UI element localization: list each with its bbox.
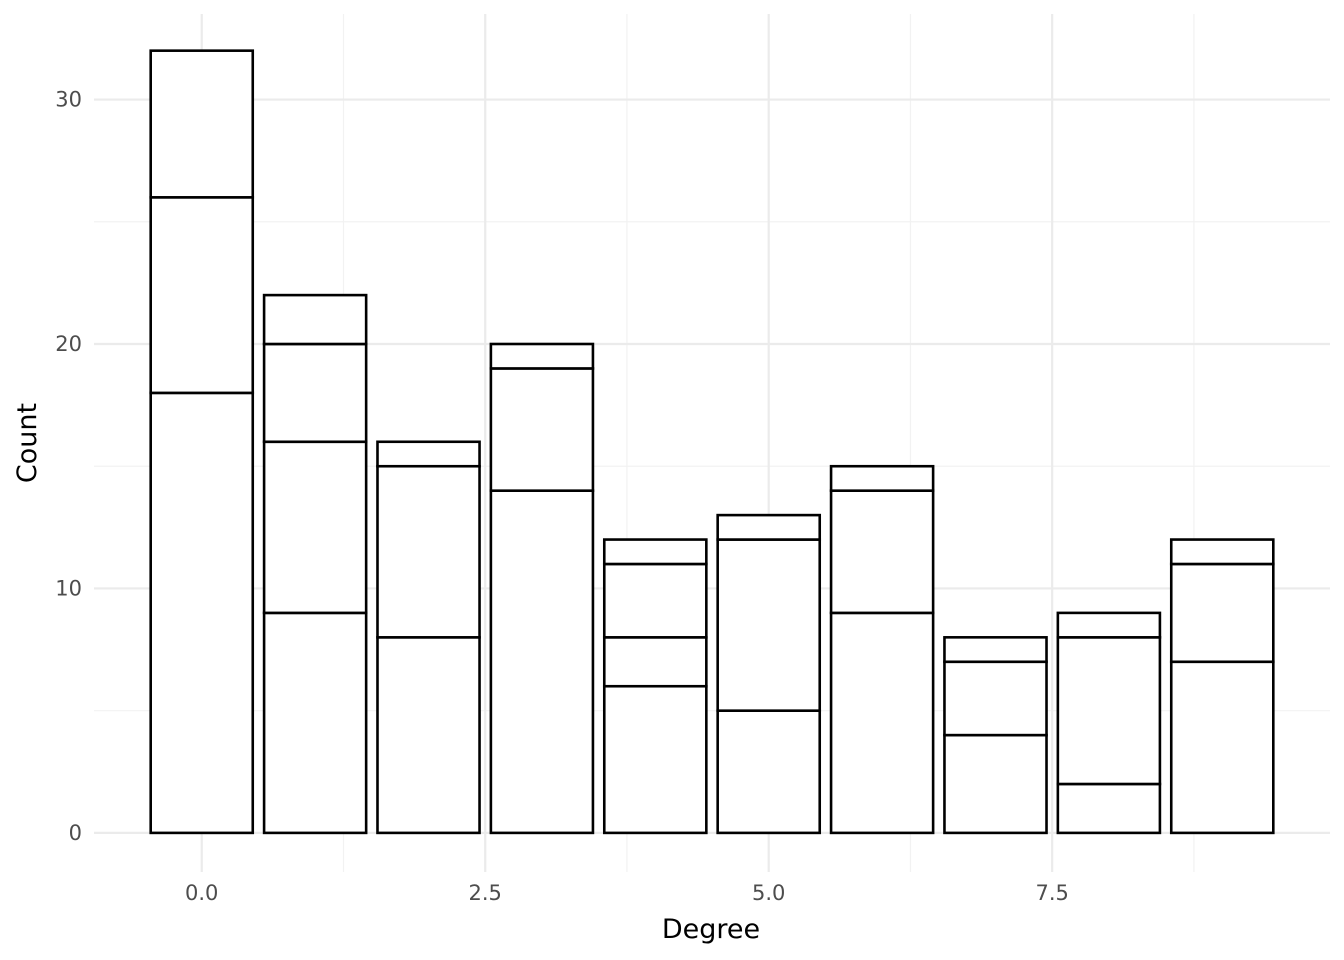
bar-segment <box>716 513 822 541</box>
tick-labels: 0.0 2.5 5.0 7.5 0 10 20 30 <box>55 88 1069 905</box>
bar-segment <box>1169 538 1275 566</box>
bar-segment <box>1056 636 1162 786</box>
bar-segment <box>262 611 368 835</box>
bar-segment <box>262 293 368 346</box>
bar-segment <box>943 636 1048 664</box>
bar-segment <box>602 538 708 566</box>
y-axis-title: Count <box>12 403 43 483</box>
y-tick-label: 10 <box>55 576 82 600</box>
bar-segment <box>1056 611 1162 639</box>
bar-segment <box>149 391 255 835</box>
bar-segment <box>262 440 368 615</box>
bar-segment <box>829 464 935 492</box>
bar-segment <box>489 342 595 370</box>
bar-segment <box>716 538 822 712</box>
y-tick-label: 0 <box>69 821 82 845</box>
bar-segment <box>943 660 1048 737</box>
bar-segment <box>149 49 255 199</box>
bar-segment <box>943 733 1048 835</box>
bars <box>149 49 1275 835</box>
bar-segment <box>602 636 708 688</box>
bar-segment <box>829 489 935 615</box>
bar-segment <box>489 489 595 835</box>
x-tick-label: 0.0 <box>185 881 218 905</box>
bar-segment <box>1056 782 1162 835</box>
bar-segment <box>376 636 481 835</box>
bar-segment <box>1169 562 1275 664</box>
bar-segment <box>829 611 935 835</box>
y-tick-label: 30 <box>55 88 82 112</box>
x-axis-title: Degree <box>662 914 760 945</box>
x-tick-label: 5.0 <box>752 881 785 905</box>
y-tick-label: 20 <box>55 332 82 356</box>
bar-segment <box>716 709 822 835</box>
x-tick-label: 2.5 <box>469 881 502 905</box>
bar-segment <box>262 342 368 444</box>
bar-segment <box>602 562 708 639</box>
bar-segment <box>1169 660 1275 835</box>
bar-segment <box>376 464 481 639</box>
bar-segment <box>149 196 255 395</box>
bar-segment <box>376 440 481 468</box>
bar-segment <box>602 684 708 835</box>
x-tick-label: 7.5 <box>1035 881 1068 905</box>
bar-segment <box>489 367 595 492</box>
